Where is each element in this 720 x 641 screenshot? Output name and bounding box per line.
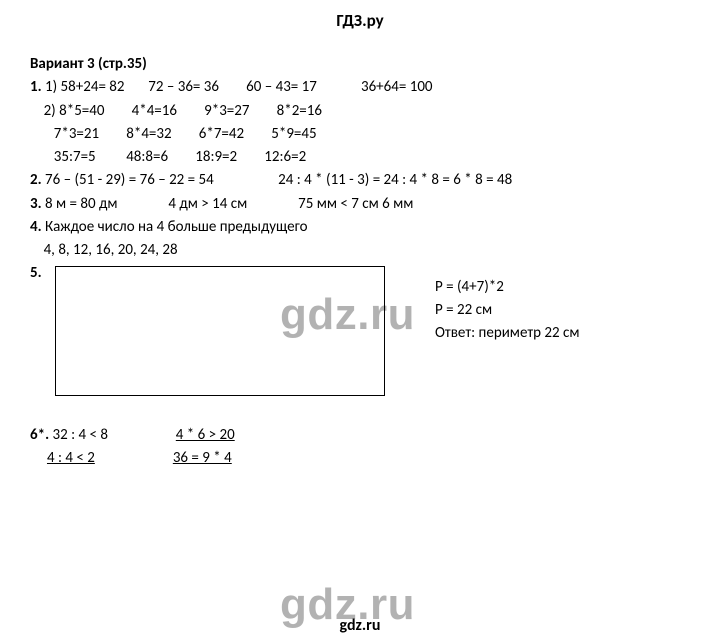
p1-r1a: 1) 58+24= 82 bbox=[45, 78, 125, 96]
p1-row1: 1. 1) 58+24= 82 72 – 36= 36 60 – 43= 17 … bbox=[30, 76, 690, 99]
p1-r2c: 9*3=27 bbox=[204, 102, 249, 120]
p4-row2: 4, 8, 12, 16, 20, 24, 28 bbox=[30, 239, 690, 262]
p5-eq2: P = 22 см bbox=[435, 299, 580, 322]
p4-row1: 4. Каждое число на 4 больше предыдущего bbox=[30, 216, 690, 239]
p2-row: 2. 76 – (51 - 29) = 76 – 22 = 54 24 : 4 … bbox=[30, 169, 690, 192]
p1-row2: 2) 8*5=40 4*4=16 9*3=27 8*2=16 bbox=[30, 100, 690, 123]
p5-answer: Ответ: периметр 22 см bbox=[435, 322, 580, 345]
p6-b: 4 * 6 > 20 bbox=[176, 426, 235, 444]
p1-r3c: 6*7=42 bbox=[199, 125, 244, 143]
p1-row3: 7*3=21 8*4=32 6*7=42 5*9=45 bbox=[30, 123, 690, 146]
p1-r4c: 18:9=2 bbox=[195, 148, 237, 166]
p6-row2: 4 : 4 < 2 36 = 9 * 4 bbox=[30, 447, 690, 470]
p1-label: 1. bbox=[30, 78, 42, 96]
p4-seq: 4, 8, 12, 16, 20, 24, 28 bbox=[44, 241, 178, 259]
p1-r3a: 7*3=21 bbox=[54, 125, 99, 143]
p3-label: 3. bbox=[30, 195, 42, 213]
p6-a: 32 : 4 < 8 bbox=[53, 426, 108, 444]
p1-r2a: 2) 8*5=40 bbox=[44, 102, 105, 120]
p1-r4a: 35:7=5 bbox=[54, 148, 96, 166]
p6-label: 6*. bbox=[30, 426, 49, 444]
p3-c: 75 мм < 7 см 6 мм bbox=[298, 195, 413, 213]
p1-r4b: 48:8=6 bbox=[126, 148, 168, 166]
p3-b: 4 дм > 14 см bbox=[168, 195, 247, 213]
p1-r3b: 8*4=32 bbox=[126, 125, 171, 143]
p6-c: 4 : 4 < 2 bbox=[47, 449, 95, 467]
p4-text: Каждое число на 4 больше предыдущего bbox=[45, 218, 308, 236]
site-header: ГДЗ.ру bbox=[30, 10, 690, 31]
page: ГДЗ.ру Вариант 3 (стр.35) 1. 1) 58+24= 8… bbox=[0, 0, 720, 641]
p1-r1b: 72 – 36= 36 bbox=[148, 78, 219, 96]
p1-r2b: 4*4=16 bbox=[132, 102, 177, 120]
p6-d: 36 = 9 * 4 bbox=[173, 449, 232, 467]
p2-a: 76 – (51 - 29) = 76 – 22 = 54 bbox=[45, 171, 214, 189]
p1-r1d: 36+64= 100 bbox=[361, 78, 433, 96]
p1-r1c: 60 – 43= 17 bbox=[246, 78, 317, 96]
p3-row: 3. 8 м = 80 дм 4 дм > 14 см 75 мм < 7 см… bbox=[30, 193, 690, 216]
p6-row1: 6*. 32 : 4 < 8 4 * 6 > 20 bbox=[30, 424, 690, 447]
p5-eq1: P = (4+7)*2 bbox=[435, 276, 580, 299]
p1-r2d: 8*2=16 bbox=[277, 102, 322, 120]
p5-rectangle bbox=[55, 266, 385, 396]
p2-b: 24 : 4 * (11 - 3) = 24 : 4 * 8 = 6 * 8 =… bbox=[278, 171, 512, 189]
variant-title: Вариант 3 (стр.35) bbox=[30, 53, 690, 76]
p4-label: 4. bbox=[30, 218, 42, 236]
footer: gdz.ru bbox=[0, 616, 720, 635]
p2-label: 2. bbox=[30, 171, 42, 189]
p1-row4: 35:7=5 48:8=6 18:9=2 12:6=2 bbox=[30, 146, 690, 169]
p1-r4d: 12:6=2 bbox=[264, 148, 306, 166]
p3-a: 8 м = 80 дм bbox=[45, 195, 118, 213]
p1-r3d: 5*9=45 bbox=[271, 125, 316, 143]
